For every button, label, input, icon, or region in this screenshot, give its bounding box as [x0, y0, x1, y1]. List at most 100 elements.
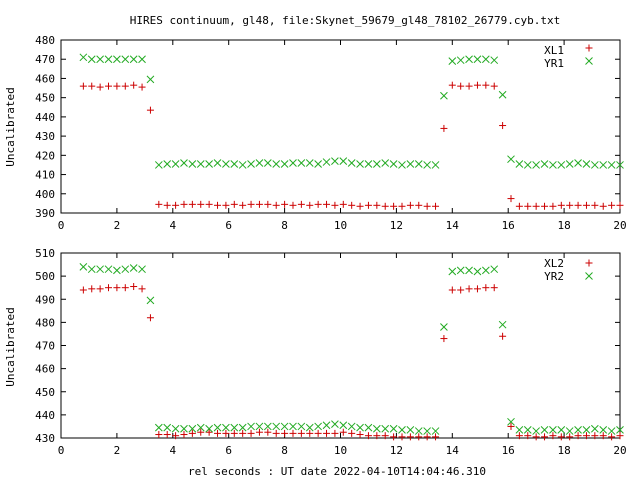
data-point — [515, 426, 524, 434]
data-point — [448, 57, 457, 65]
data-point — [230, 160, 239, 168]
data-point — [155, 200, 163, 208]
data-point — [87, 265, 96, 274]
series-yr1 — [79, 53, 624, 169]
x-tick-label: 20 — [613, 219, 626, 232]
y-tick-label: 460 — [35, 72, 55, 85]
data-point — [205, 160, 213, 168]
data-point — [138, 55, 146, 64]
data-point — [398, 202, 406, 210]
data-point — [515, 432, 523, 440]
data-point — [347, 159, 356, 167]
x-tick-label: 16 — [502, 444, 515, 457]
data-point — [356, 160, 364, 168]
data-point — [79, 286, 87, 294]
data-point — [616, 161, 624, 169]
plot-frame — [60, 39, 621, 214]
x-tick-label: 18 — [557, 444, 570, 457]
data-point — [264, 428, 272, 436]
y-tick-label: 460 — [35, 363, 55, 376]
x-tick-label: 12 — [390, 444, 403, 457]
data-point — [465, 55, 473, 64]
data-point — [490, 265, 499, 274]
data-point — [348, 429, 356, 437]
data-point — [255, 428, 263, 436]
data-point — [406, 201, 414, 209]
data-point — [515, 202, 523, 210]
data-point — [121, 55, 130, 64]
data-point — [322, 421, 331, 430]
x-tick-label: 8 — [281, 444, 288, 457]
data-point — [180, 159, 188, 167]
data-point — [616, 432, 624, 440]
data-point — [306, 201, 314, 209]
data-point — [348, 201, 356, 209]
data-point — [481, 266, 490, 275]
data-point — [590, 424, 599, 433]
data-point — [272, 160, 281, 168]
data-point — [415, 201, 423, 209]
x-tick-label: 12 — [390, 219, 403, 232]
data-point — [305, 159, 314, 167]
x-tick-label: 0 — [58, 219, 65, 232]
data-point — [255, 159, 264, 167]
y-tick-label: 410 — [35, 169, 55, 182]
data-point — [440, 323, 448, 331]
data-point — [247, 422, 255, 431]
data-point — [381, 159, 390, 167]
data-point — [565, 427, 574, 435]
data-point — [557, 433, 565, 441]
data-point — [196, 160, 205, 168]
data-point — [582, 432, 590, 440]
data-point — [322, 158, 331, 166]
data-point — [297, 200, 305, 208]
data-point — [222, 429, 230, 437]
data-point — [272, 201, 280, 209]
data-point — [197, 428, 205, 436]
data-point — [88, 82, 96, 90]
data-point — [490, 56, 499, 65]
data-point — [297, 159, 306, 167]
data-point — [197, 200, 205, 208]
data-point — [473, 55, 482, 64]
data-point — [557, 161, 566, 169]
data-point — [323, 200, 331, 208]
legend-label-yr2: YR2 — [544, 270, 564, 283]
data-point — [456, 266, 465, 275]
data-point — [130, 283, 138, 291]
data-point — [532, 427, 541, 435]
data-point — [331, 420, 339, 428]
data-point — [541, 202, 549, 210]
data-point — [79, 263, 88, 271]
data-point — [557, 426, 566, 434]
data-point — [238, 423, 247, 432]
x-tick-label: 6 — [225, 219, 232, 232]
data-point — [289, 159, 297, 167]
y-axis-label: Uncalibrated — [4, 87, 17, 166]
data-point — [154, 161, 163, 169]
data-point — [280, 160, 289, 168]
data-point — [549, 426, 557, 434]
data-point — [465, 285, 473, 293]
x-tick-label: 8 — [281, 219, 288, 232]
data-point — [541, 433, 549, 441]
data-point — [549, 161, 557, 169]
data-point — [532, 433, 540, 441]
data-point — [146, 106, 154, 114]
data-point — [549, 202, 557, 210]
data-point — [364, 432, 372, 440]
data-point — [608, 433, 616, 441]
data-point — [247, 429, 255, 437]
data-point — [599, 426, 608, 434]
data-point — [171, 424, 180, 433]
data-point — [289, 422, 297, 431]
data-point — [616, 201, 624, 209]
data-point — [314, 429, 322, 437]
data-point — [272, 422, 281, 431]
data-point — [222, 160, 230, 168]
data-point — [591, 432, 599, 440]
data-point — [607, 161, 616, 169]
data-point — [372, 424, 381, 433]
data-point — [297, 422, 306, 431]
